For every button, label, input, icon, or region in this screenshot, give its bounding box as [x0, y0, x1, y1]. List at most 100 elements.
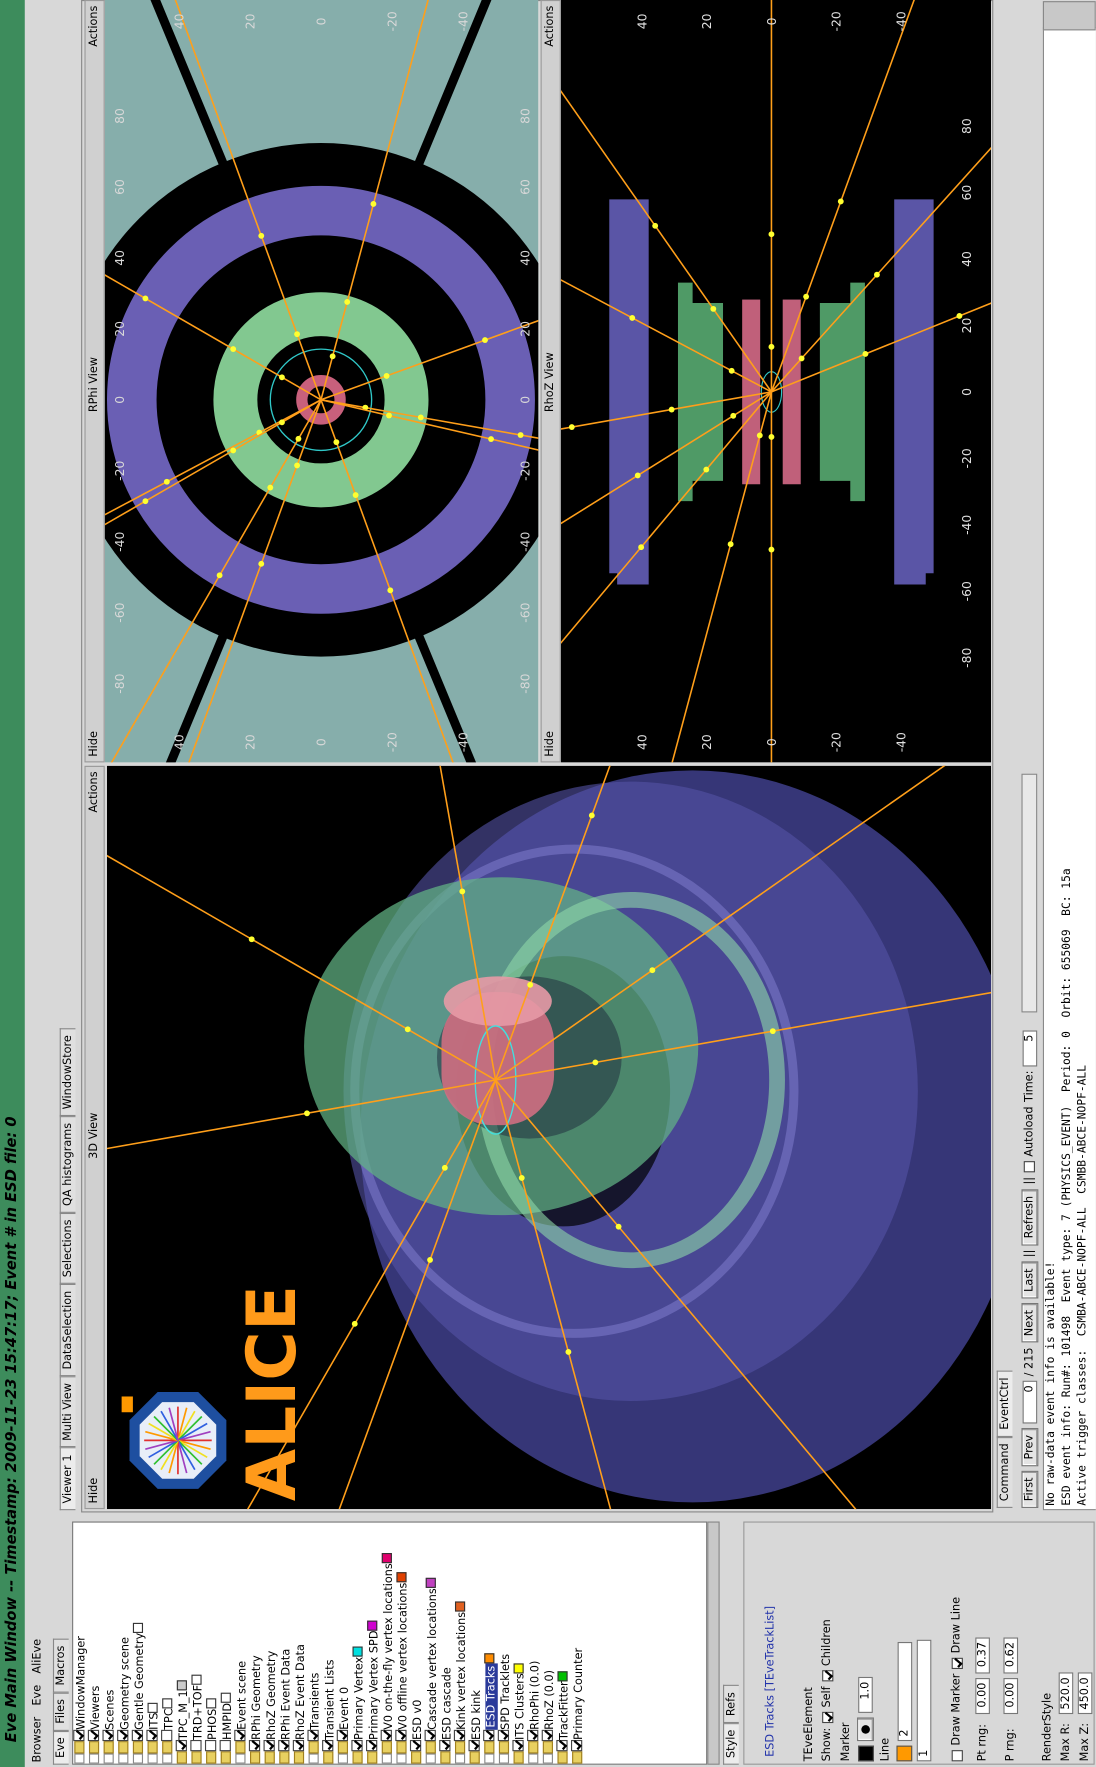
track [560, 391, 773, 763]
hit [862, 351, 869, 357]
y-tick-label: -20 [385, 11, 399, 31]
track [494, 1079, 701, 1510]
vertex-ellipse [474, 1025, 517, 1135]
tab[interactable]: Command [996, 1436, 1013, 1508]
hit [668, 406, 675, 413]
detector-its [742, 299, 761, 485]
hit [386, 412, 392, 419]
hide-button[interactable]: Hide [543, 731, 557, 757]
actions-button[interactable]: Actions [87, 771, 101, 813]
track [560, 21, 772, 393]
actions-button[interactable]: Actions [543, 5, 557, 47]
hit [634, 472, 641, 479]
slider[interactable] [1021, 773, 1038, 1013]
log-output: No raw-data event info is available! ESD … [1042, 27, 1096, 1511]
track [495, 765, 992, 1081]
detector-its [441, 992, 555, 1126]
x-tick-label: 20 [113, 321, 127, 337]
hit [837, 198, 844, 205]
y-tick-label: 0 [314, 738, 328, 746]
view-rhoz[interactable]: -80 -60 -40 -20 0 20 40 60 80 40 40 20 20 0 0 -20 -20 -40… [0, 0, 1096, 1180]
actions-button[interactable]: Actions [87, 5, 101, 47]
x-tick-label: -60 [113, 602, 127, 622]
x-tick-label: -40 [113, 531, 127, 551]
first-button[interactable]: First [1020, 1470, 1038, 1508]
hit [768, 434, 775, 440]
hit [568, 424, 575, 431]
logo-ray [145, 1430, 179, 1442]
scrollbar[interactable] [1042, 1, 1096, 31]
prev-button[interactable]: Prev [1020, 1428, 1038, 1467]
hit [768, 231, 775, 238]
event-control: First Prev 0 / 215 Next Last || Refresh … [1018, 773, 1041, 1508]
spoke [413, 0, 539, 168]
track [320, 399, 539, 763]
hit [798, 355, 805, 362]
refresh-button[interactable]: Refresh [1020, 1189, 1038, 1246]
log-line: No raw-data event info is available! [1045, 1261, 1058, 1506]
logo-ray [177, 1410, 196, 1441]
y-tick-label: 20 [244, 13, 258, 29]
track [560, 391, 772, 530]
y-tick-label: 0 [314, 17, 328, 25]
logo-ray [148, 1439, 179, 1459]
logo-ray [177, 1439, 208, 1459]
label: Time: [1023, 1070, 1036, 1102]
track [104, 399, 322, 763]
hit [768, 546, 775, 553]
checkbox[interactable] [1023, 1161, 1035, 1173]
spoke [0, 497, 87, 659]
next-button[interactable]: Next [1020, 1303, 1038, 1343]
hit [329, 353, 336, 360]
y-tick-label: 20 [700, 13, 714, 29]
y-tick-label: 20 [700, 734, 714, 750]
hit [427, 1256, 433, 1263]
hit [248, 936, 255, 943]
view-header: Hide 3D View Actions [84, 765, 105, 1510]
logo-ray [168, 1440, 179, 1474]
hit [803, 293, 810, 300]
y-tick-label: -40 [894, 732, 908, 752]
x-tick-label: -80 [113, 673, 127, 693]
track [320, 399, 539, 538]
track [495, 942, 992, 1081]
hit [333, 439, 340, 446]
hit [710, 305, 717, 312]
x-tick-label: -40 [960, 515, 974, 535]
hit [649, 967, 656, 974]
tab[interactable]: EventCtrl [996, 1370, 1013, 1437]
logo-ray [160, 1439, 179, 1471]
hit [615, 1223, 622, 1230]
hit [267, 484, 274, 491]
view-rphi[interactable]: -80 -80 -60 -60 -40 -40 -20 -20 0 0 20 20 40 40 60 60 80… [0, 0, 1096, 1141]
hit [874, 271, 880, 278]
hit [756, 432, 763, 439]
hit [730, 412, 737, 419]
hit [344, 298, 351, 305]
track [770, 0, 992, 393]
track [104, 399, 322, 763]
view-header: Hide RPhi View Actions [84, 0, 105, 763]
spoke [413, 632, 539, 763]
last-button[interactable]: Last [1020, 1261, 1038, 1299]
view-3d[interactable]: ALICE [0, 304, 1096, 1767]
track [104, 0, 322, 401]
logo-ray [177, 1415, 203, 1441]
logo-ray [153, 1415, 179, 1441]
track [106, 1079, 497, 1510]
hit [769, 1028, 776, 1035]
y-tick-label: -40 [894, 11, 908, 31]
log-line: Active trigger classes: CSMBA-ABCE-NOPF-… [1076, 1064, 1090, 1506]
detector-its-end [443, 976, 552, 1026]
hide-button[interactable]: Hide [87, 1477, 101, 1504]
y-tick-label: -20 [830, 11, 844, 31]
log-line: ESD event info: Run#: 101498 Event type:… [1060, 868, 1074, 1506]
y-tick-label: 40 [173, 734, 187, 750]
time-input[interactable]: 5 [1022, 1030, 1037, 1067]
hit [956, 313, 963, 319]
hit [482, 337, 488, 344]
track [357, 765, 497, 1081]
event-input[interactable]: 0 [1022, 1380, 1037, 1424]
hide-button[interactable]: Hide [87, 731, 101, 757]
